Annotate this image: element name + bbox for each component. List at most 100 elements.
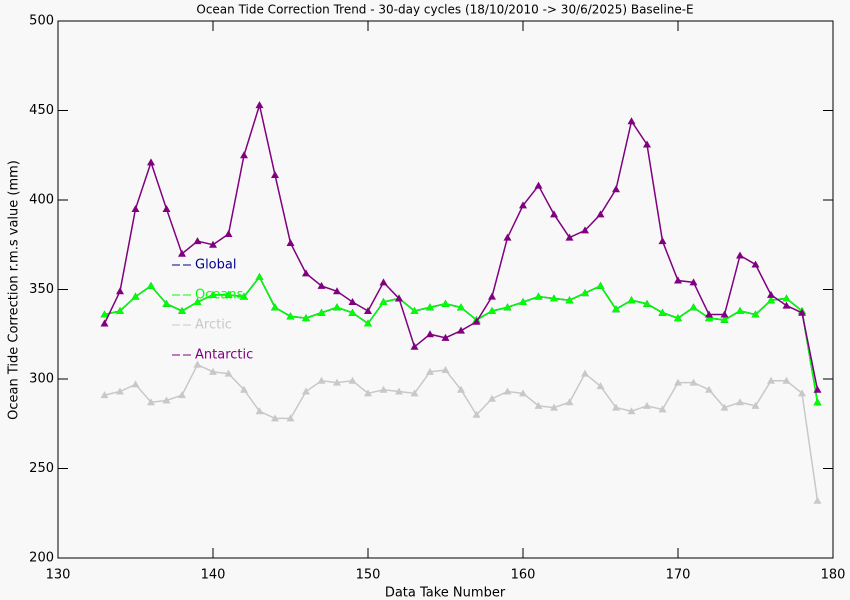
marker: [379, 278, 388, 286]
marker: [162, 204, 171, 212]
marker: [348, 308, 357, 316]
marker: [131, 204, 140, 212]
marker: [550, 403, 558, 411]
marker: [348, 376, 357, 384]
marker: [503, 233, 512, 241]
marker: [751, 310, 760, 318]
x-axis-label: Data Take Number: [385, 586, 506, 600]
y-tick-label: 500: [29, 14, 54, 29]
x-tick-label: 140: [201, 568, 226, 583]
marker: [333, 287, 341, 295]
marker: [162, 396, 171, 404]
marker: [457, 326, 465, 334]
marker: [395, 294, 403, 302]
marker: [720, 403, 729, 411]
y-tick-label: 400: [29, 193, 54, 208]
marker: [736, 306, 744, 314]
marker: [100, 391, 109, 399]
marker: [674, 314, 682, 322]
marker: [302, 387, 310, 395]
x-tick-label: 150: [356, 568, 381, 583]
legend-label: Arctic: [195, 318, 232, 333]
marker: [767, 296, 775, 304]
marker: [705, 310, 713, 318]
marker: [705, 314, 713, 322]
marker: [395, 387, 403, 395]
marker: [519, 298, 527, 306]
marker: [364, 306, 372, 314]
marker: [178, 391, 186, 399]
marker: [178, 249, 186, 257]
marker: [534, 292, 543, 300]
marker: [798, 308, 806, 316]
marker: [565, 398, 574, 406]
marker: [209, 367, 217, 375]
marker: [519, 201, 527, 209]
marker: [813, 385, 822, 393]
marker: [457, 385, 465, 393]
marker: [116, 387, 124, 395]
marker: [100, 310, 109, 318]
marker: [364, 319, 372, 327]
marker: [534, 401, 543, 409]
marker: [100, 319, 109, 327]
marker: [782, 301, 791, 309]
marker: [255, 407, 264, 415]
marker: [178, 306, 186, 314]
legend-label: Antarctic: [195, 348, 253, 363]
marker: [441, 333, 450, 341]
y-tick-label: 200: [29, 551, 54, 566]
marker: [581, 369, 589, 377]
marker: [689, 278, 698, 286]
marker: [565, 233, 574, 241]
plot-frame: [57, 20, 834, 559]
marker: [643, 299, 651, 307]
marker: [488, 292, 496, 300]
marker: [488, 394, 496, 402]
marker: [271, 303, 279, 311]
marker: [286, 238, 295, 246]
y-tick-label: 250: [29, 461, 54, 476]
marker: [410, 342, 419, 350]
x-tick-label: 130: [46, 568, 71, 583]
marker: [317, 376, 326, 384]
marker: [503, 387, 512, 395]
marker: [782, 376, 791, 384]
x-tick-label: 180: [821, 568, 846, 583]
marker: [379, 385, 388, 393]
marker: [472, 410, 481, 418]
marker: [271, 170, 279, 178]
marker: [674, 276, 682, 284]
marker: [813, 496, 822, 504]
marker: [581, 226, 589, 234]
marker: [689, 378, 698, 386]
marker: [798, 389, 806, 397]
marker: [441, 366, 450, 374]
marker: [782, 294, 791, 302]
marker: [612, 403, 620, 411]
marker: [116, 287, 124, 295]
marker: [255, 101, 264, 109]
marker: [612, 305, 620, 313]
marker: [364, 389, 372, 397]
x-tick-label: 160: [511, 568, 536, 583]
marker: [302, 269, 310, 277]
marker: [441, 299, 450, 307]
marker: [286, 312, 295, 320]
marker: [162, 299, 171, 307]
legend-label: Oceans: [195, 288, 244, 303]
marker: [720, 310, 729, 318]
marker: [286, 414, 295, 422]
marker: [503, 303, 512, 311]
marker: [131, 292, 140, 300]
marker: [410, 389, 419, 397]
marker: [379, 298, 388, 306]
marker: [116, 306, 124, 314]
marker: [457, 303, 465, 311]
marker: [333, 378, 341, 386]
marker: [658, 237, 667, 245]
marker: [426, 303, 434, 311]
marker: [240, 385, 248, 393]
